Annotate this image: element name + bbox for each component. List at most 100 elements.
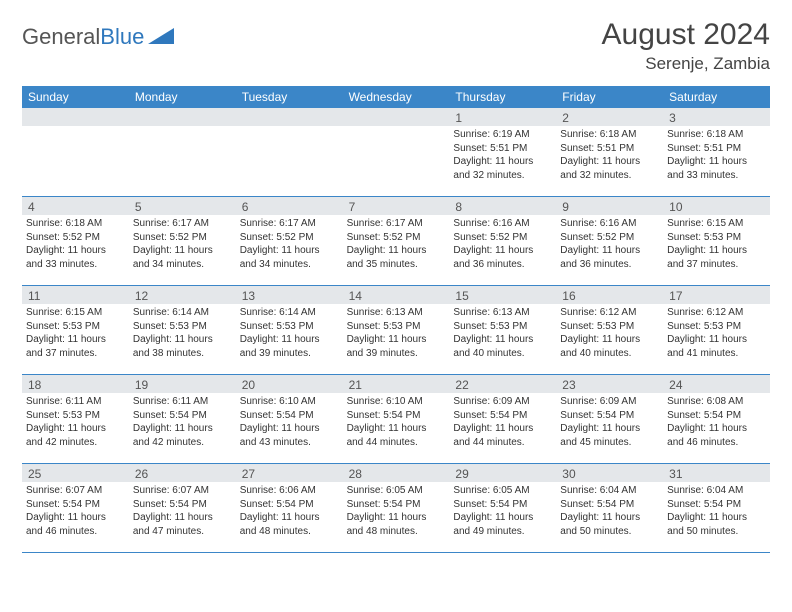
day-detail-line: Sunrise: 6:08 AM bbox=[667, 395, 766, 409]
day-detail-line: Sunset: 5:54 PM bbox=[240, 498, 339, 512]
day-cell bbox=[343, 108, 450, 196]
day-cell bbox=[236, 108, 343, 196]
day-cell: 31Sunrise: 6:04 AMSunset: 5:54 PMDayligh… bbox=[663, 464, 770, 552]
day-cell: 28Sunrise: 6:05 AMSunset: 5:54 PMDayligh… bbox=[343, 464, 450, 552]
day-number: 8 bbox=[449, 197, 556, 215]
day-detail-line: Daylight: 11 hours bbox=[667, 422, 766, 436]
day-detail-line: and 46 minutes. bbox=[26, 525, 125, 539]
day-detail-line: Daylight: 11 hours bbox=[453, 422, 552, 436]
day-body: Sunrise: 6:18 AMSunset: 5:51 PMDaylight:… bbox=[556, 126, 663, 186]
day-detail-line: Sunrise: 6:12 AM bbox=[667, 306, 766, 320]
week-row: 18Sunrise: 6:11 AMSunset: 5:53 PMDayligh… bbox=[22, 375, 770, 464]
day-number: 26 bbox=[129, 464, 236, 482]
day-detail-line: and 45 minutes. bbox=[560, 436, 659, 450]
day-cell: 12Sunrise: 6:14 AMSunset: 5:53 PMDayligh… bbox=[129, 286, 236, 374]
day-cell: 17Sunrise: 6:12 AMSunset: 5:53 PMDayligh… bbox=[663, 286, 770, 374]
day-detail-line: Sunrise: 6:18 AM bbox=[26, 217, 125, 231]
day-detail-line: Daylight: 11 hours bbox=[26, 244, 125, 258]
day-cell: 25Sunrise: 6:07 AMSunset: 5:54 PMDayligh… bbox=[22, 464, 129, 552]
day-detail-line: Daylight: 11 hours bbox=[133, 511, 232, 525]
brand-text-2: Blue bbox=[100, 24, 144, 50]
day-detail-line: Daylight: 11 hours bbox=[667, 333, 766, 347]
day-detail-line: Sunrise: 6:14 AM bbox=[133, 306, 232, 320]
day-detail-line: Sunset: 5:54 PM bbox=[347, 498, 446, 512]
day-detail-line: Sunrise: 6:18 AM bbox=[560, 128, 659, 142]
month-title: August 2024 bbox=[602, 18, 770, 52]
calendar-grid: Sunday Monday Tuesday Wednesday Thursday… bbox=[22, 86, 770, 553]
day-body: Sunrise: 6:04 AMSunset: 5:54 PMDaylight:… bbox=[663, 482, 770, 542]
day-body: Sunrise: 6:18 AMSunset: 5:52 PMDaylight:… bbox=[22, 215, 129, 275]
day-body bbox=[236, 126, 343, 132]
day-body: Sunrise: 6:09 AMSunset: 5:54 PMDaylight:… bbox=[556, 393, 663, 453]
day-number: 9 bbox=[556, 197, 663, 215]
day-detail-line: Sunset: 5:54 PM bbox=[240, 409, 339, 423]
day-detail-line: Sunrise: 6:05 AM bbox=[347, 484, 446, 498]
day-detail-line: and 47 minutes. bbox=[133, 525, 232, 539]
day-detail-line: Daylight: 11 hours bbox=[240, 422, 339, 436]
day-body: Sunrise: 6:05 AMSunset: 5:54 PMDaylight:… bbox=[449, 482, 556, 542]
day-body: Sunrise: 6:11 AMSunset: 5:53 PMDaylight:… bbox=[22, 393, 129, 453]
day-detail-line: Sunset: 5:51 PM bbox=[453, 142, 552, 156]
day-detail-line: Sunset: 5:53 PM bbox=[667, 231, 766, 245]
day-detail-line: Sunrise: 6:09 AM bbox=[453, 395, 552, 409]
day-detail-line: Daylight: 11 hours bbox=[347, 244, 446, 258]
day-detail-line: Daylight: 11 hours bbox=[667, 155, 766, 169]
day-detail-line: Sunrise: 6:04 AM bbox=[667, 484, 766, 498]
day-number: 16 bbox=[556, 286, 663, 304]
day-cell: 11Sunrise: 6:15 AMSunset: 5:53 PMDayligh… bbox=[22, 286, 129, 374]
day-detail-line: Daylight: 11 hours bbox=[453, 155, 552, 169]
day-cell: 6Sunrise: 6:17 AMSunset: 5:52 PMDaylight… bbox=[236, 197, 343, 285]
day-detail-line: Daylight: 11 hours bbox=[133, 422, 232, 436]
day-number: 13 bbox=[236, 286, 343, 304]
day-detail-line: and 46 minutes. bbox=[667, 436, 766, 450]
day-number: 1 bbox=[449, 108, 556, 126]
day-cell: 30Sunrise: 6:04 AMSunset: 5:54 PMDayligh… bbox=[556, 464, 663, 552]
day-cell: 27Sunrise: 6:06 AMSunset: 5:54 PMDayligh… bbox=[236, 464, 343, 552]
weekday-header-row: Sunday Monday Tuesday Wednesday Thursday… bbox=[22, 86, 770, 108]
day-body: Sunrise: 6:14 AMSunset: 5:53 PMDaylight:… bbox=[236, 304, 343, 364]
day-detail-line: and 37 minutes. bbox=[26, 347, 125, 361]
day-detail-line: Sunrise: 6:17 AM bbox=[347, 217, 446, 231]
day-detail-line: Sunrise: 6:10 AM bbox=[240, 395, 339, 409]
day-detail-line: Daylight: 11 hours bbox=[26, 511, 125, 525]
day-number: 12 bbox=[129, 286, 236, 304]
day-body: Sunrise: 6:19 AMSunset: 5:51 PMDaylight:… bbox=[449, 126, 556, 186]
brand-logo: GeneralBlue bbox=[22, 18, 174, 50]
day-detail-line: Sunset: 5:52 PM bbox=[453, 231, 552, 245]
day-detail-line: Sunrise: 6:07 AM bbox=[26, 484, 125, 498]
day-detail-line: Sunrise: 6:16 AM bbox=[453, 217, 552, 231]
day-detail-line: Sunset: 5:53 PM bbox=[26, 320, 125, 334]
day-detail-line: Daylight: 11 hours bbox=[26, 422, 125, 436]
weekday-cell: Wednesday bbox=[343, 86, 450, 108]
day-detail-line: Sunset: 5:54 PM bbox=[560, 498, 659, 512]
day-detail-line: Sunset: 5:54 PM bbox=[133, 498, 232, 512]
day-body: Sunrise: 6:12 AMSunset: 5:53 PMDaylight:… bbox=[663, 304, 770, 364]
day-detail-line: Sunset: 5:54 PM bbox=[453, 409, 552, 423]
day-detail-line: and 40 minutes. bbox=[453, 347, 552, 361]
day-detail-line: and 37 minutes. bbox=[667, 258, 766, 272]
day-detail-line: Sunrise: 6:14 AM bbox=[240, 306, 339, 320]
day-body: Sunrise: 6:13 AMSunset: 5:53 PMDaylight:… bbox=[449, 304, 556, 364]
day-body: Sunrise: 6:16 AMSunset: 5:52 PMDaylight:… bbox=[449, 215, 556, 275]
day-detail-line: Sunrise: 6:11 AM bbox=[133, 395, 232, 409]
day-body: Sunrise: 6:08 AMSunset: 5:54 PMDaylight:… bbox=[663, 393, 770, 453]
day-body: Sunrise: 6:05 AMSunset: 5:54 PMDaylight:… bbox=[343, 482, 450, 542]
day-detail-line: Sunset: 5:53 PM bbox=[453, 320, 552, 334]
day-cell: 1Sunrise: 6:19 AMSunset: 5:51 PMDaylight… bbox=[449, 108, 556, 196]
day-number: 2 bbox=[556, 108, 663, 126]
day-cell: 19Sunrise: 6:11 AMSunset: 5:54 PMDayligh… bbox=[129, 375, 236, 463]
day-detail-line: Sunset: 5:54 PM bbox=[347, 409, 446, 423]
calendar-page: GeneralBlue August 2024 Serenje, Zambia … bbox=[0, 0, 792, 563]
day-detail-line: Daylight: 11 hours bbox=[560, 511, 659, 525]
day-detail-line: Sunrise: 6:17 AM bbox=[133, 217, 232, 231]
day-detail-line: Daylight: 11 hours bbox=[347, 422, 446, 436]
day-number: 28 bbox=[343, 464, 450, 482]
day-detail-line: Daylight: 11 hours bbox=[133, 244, 232, 258]
day-detail-line: Sunrise: 6:07 AM bbox=[133, 484, 232, 498]
day-detail-line: and 40 minutes. bbox=[560, 347, 659, 361]
day-detail-line: Daylight: 11 hours bbox=[133, 333, 232, 347]
day-number: 6 bbox=[236, 197, 343, 215]
day-body: Sunrise: 6:15 AMSunset: 5:53 PMDaylight:… bbox=[663, 215, 770, 275]
day-body: Sunrise: 6:04 AMSunset: 5:54 PMDaylight:… bbox=[556, 482, 663, 542]
day-detail-line: Sunrise: 6:05 AM bbox=[453, 484, 552, 498]
